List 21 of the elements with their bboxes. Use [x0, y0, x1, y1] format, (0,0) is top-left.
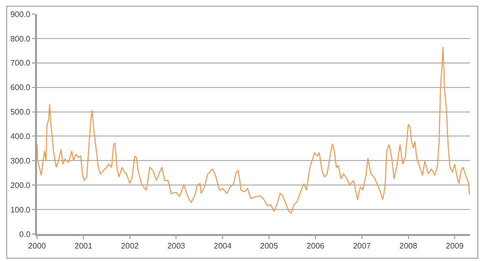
- y-tick-label: 400.0: [10, 132, 31, 142]
- x-tick-label: 2009: [446, 242, 464, 251]
- x-tick-label: 2002: [120, 242, 140, 251]
- y-tick-label: 500.0: [10, 108, 31, 117]
- y-tick-label: 900.0: [10, 10, 31, 19]
- x-tick-label: 2003: [167, 242, 186, 251]
- x-tick-label: 2007: [352, 242, 372, 251]
- x-tick-label: 2000: [28, 242, 46, 251]
- y-tick-label: 300.0: [10, 156, 31, 166]
- y-tick-label: 600.0: [10, 83, 31, 92]
- x-tick-label: 2006: [306, 242, 325, 251]
- x-tick-label: 2008: [399, 242, 418, 251]
- line-series: [37, 46, 470, 214]
- y-tick-label: 800.0: [10, 34, 31, 44]
- y-tick-label: 200.0: [10, 180, 31, 190]
- x-tick-label: 2004: [214, 242, 232, 251]
- y-tick-label: 0.0: [19, 230, 31, 239]
- y-tick-label: 100.0: [10, 205, 31, 214]
- y-tick-label: 700.0: [10, 58, 31, 68]
- x-tick-label: 2005: [260, 242, 278, 251]
- x-tick-label: 2001: [74, 242, 93, 251]
